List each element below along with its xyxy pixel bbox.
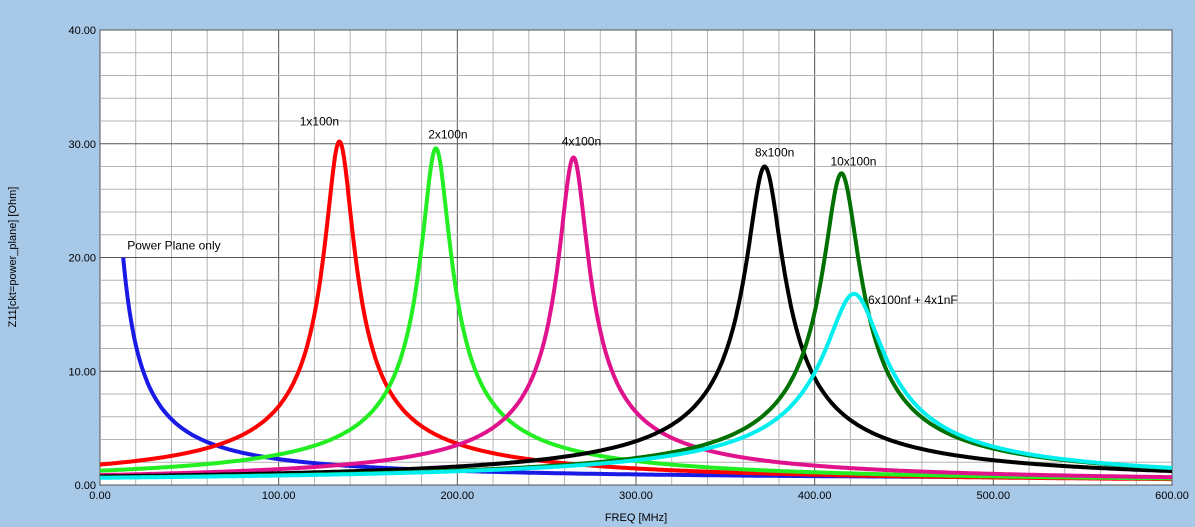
x-tick-label: 600.00 bbox=[1155, 490, 1189, 502]
series-label: 6x100nf + 4x1nF bbox=[868, 293, 958, 307]
y-tick-label: 0.00 bbox=[75, 480, 96, 492]
x-tick-label: 200.00 bbox=[441, 490, 475, 502]
labels: Power Plane only 1x100n 2x100n 4x100n 8x100n… bbox=[127, 114, 957, 306]
series-label: 8x100n bbox=[755, 146, 794, 160]
y-axis-title: Z11[ckt=power_plane] [Ohm] bbox=[7, 187, 19, 328]
series-label: 4x100n bbox=[562, 134, 601, 148]
x-tick-label: 500.00 bbox=[977, 490, 1011, 502]
y-tick-label: 10.00 bbox=[68, 366, 96, 378]
y-tick-label: 20.00 bbox=[68, 253, 96, 265]
series-label: 2x100n bbox=[428, 127, 467, 141]
series-label: 10x100n bbox=[830, 154, 876, 168]
x-tick-label: 300.00 bbox=[619, 490, 653, 502]
x-tick-label: 100.00 bbox=[262, 490, 296, 502]
series-line-6 bbox=[98, 291, 1174, 480]
x-axis-title: FREQ [MHz] bbox=[605, 512, 667, 524]
series-label: 1x100n bbox=[300, 114, 339, 128]
y-tick-label: 40.00 bbox=[68, 25, 96, 37]
x-tick-label: 400.00 bbox=[798, 490, 832, 502]
series-label: Power Plane only bbox=[127, 239, 220, 253]
series-line-3 bbox=[98, 155, 1174, 480]
y-tick-label: 30.00 bbox=[68, 139, 96, 151]
ticks: 0.00 100.00 200.00 300.00 400.00 500.00 600.00… bbox=[68, 25, 1188, 502]
grid bbox=[99, 29, 1173, 486]
series-group bbox=[98, 139, 1174, 482]
x-tick-label: 0.00 bbox=[89, 490, 110, 502]
